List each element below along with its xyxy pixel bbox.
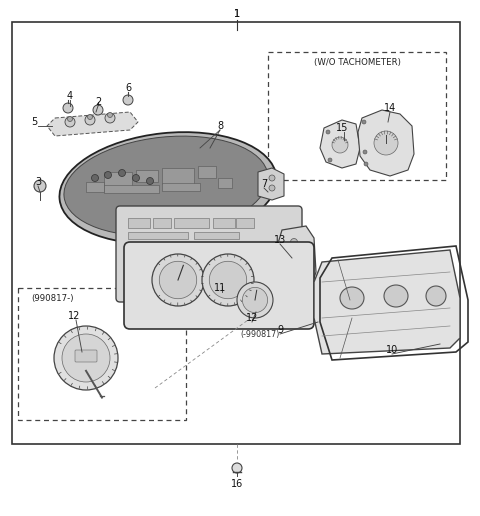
Bar bbox=[198, 166, 216, 178]
Circle shape bbox=[328, 158, 332, 162]
Bar bbox=[141, 245, 145, 259]
Bar bbox=[86, 182, 104, 192]
Text: 16: 16 bbox=[231, 479, 243, 489]
Bar bbox=[148, 245, 152, 259]
Text: 8: 8 bbox=[217, 121, 223, 131]
Polygon shape bbox=[320, 120, 360, 168]
Circle shape bbox=[119, 169, 125, 176]
Bar bbox=[153, 218, 171, 228]
Ellipse shape bbox=[426, 286, 446, 306]
Circle shape bbox=[290, 238, 298, 246]
Circle shape bbox=[34, 180, 46, 192]
Circle shape bbox=[62, 334, 110, 382]
Text: (W/O TACHOMETER): (W/O TACHOMETER) bbox=[313, 57, 400, 67]
Bar bbox=[155, 245, 159, 259]
FancyBboxPatch shape bbox=[116, 206, 302, 302]
Text: 15: 15 bbox=[336, 123, 348, 133]
Ellipse shape bbox=[384, 285, 408, 307]
Bar bbox=[128, 232, 188, 239]
Text: 10: 10 bbox=[386, 345, 398, 355]
Circle shape bbox=[363, 150, 367, 154]
Circle shape bbox=[93, 105, 103, 115]
Text: 12: 12 bbox=[68, 311, 80, 321]
Polygon shape bbox=[258, 168, 284, 200]
Bar bbox=[104, 172, 132, 186]
Circle shape bbox=[326, 130, 330, 134]
Circle shape bbox=[362, 120, 366, 124]
Circle shape bbox=[68, 117, 72, 121]
Circle shape bbox=[152, 254, 204, 306]
Text: (-990817): (-990817) bbox=[240, 330, 280, 338]
Text: 4: 4 bbox=[67, 91, 73, 101]
Bar bbox=[18, 288, 186, 420]
Circle shape bbox=[269, 185, 275, 191]
Bar bbox=[128, 218, 150, 228]
Circle shape bbox=[105, 113, 115, 123]
Bar bbox=[213, 218, 235, 228]
Ellipse shape bbox=[64, 136, 268, 236]
Circle shape bbox=[132, 174, 140, 182]
Bar bbox=[128, 243, 168, 261]
Text: 7: 7 bbox=[261, 179, 267, 189]
Text: 12: 12 bbox=[246, 313, 258, 323]
Circle shape bbox=[108, 112, 112, 118]
Text: 3: 3 bbox=[35, 177, 41, 187]
Text: 1: 1 bbox=[234, 9, 240, 19]
Circle shape bbox=[269, 175, 275, 181]
Bar bbox=[218, 178, 232, 188]
Text: 9: 9 bbox=[277, 325, 283, 335]
Bar bbox=[162, 183, 200, 191]
Text: 11: 11 bbox=[214, 283, 226, 293]
Circle shape bbox=[123, 95, 133, 105]
Polygon shape bbox=[358, 110, 414, 176]
Polygon shape bbox=[314, 250, 460, 354]
Bar bbox=[236, 218, 254, 228]
Ellipse shape bbox=[60, 132, 276, 244]
Polygon shape bbox=[276, 226, 316, 288]
Circle shape bbox=[332, 137, 348, 153]
Circle shape bbox=[290, 250, 298, 257]
Circle shape bbox=[92, 174, 98, 182]
Circle shape bbox=[374, 131, 398, 155]
Text: 1: 1 bbox=[234, 9, 240, 19]
Circle shape bbox=[63, 103, 73, 113]
Text: 5: 5 bbox=[31, 117, 37, 127]
Circle shape bbox=[290, 272, 298, 280]
FancyBboxPatch shape bbox=[75, 350, 97, 362]
Circle shape bbox=[65, 117, 75, 127]
Text: (990817-): (990817-) bbox=[31, 294, 73, 302]
Bar bbox=[162, 168, 194, 184]
Bar bbox=[104, 185, 159, 193]
Bar bbox=[162, 245, 166, 259]
Bar bbox=[174, 218, 209, 228]
Circle shape bbox=[54, 326, 118, 390]
Ellipse shape bbox=[340, 287, 364, 309]
Bar bbox=[134, 245, 138, 259]
Bar bbox=[12, 22, 460, 444]
Circle shape bbox=[242, 287, 268, 313]
Circle shape bbox=[364, 162, 368, 166]
Bar bbox=[136, 170, 158, 182]
Bar bbox=[268, 52, 446, 180]
Circle shape bbox=[85, 115, 95, 125]
Polygon shape bbox=[47, 112, 138, 136]
Circle shape bbox=[105, 171, 111, 179]
Circle shape bbox=[290, 262, 298, 268]
Circle shape bbox=[232, 463, 242, 473]
Circle shape bbox=[202, 254, 254, 306]
Circle shape bbox=[146, 178, 154, 185]
Text: 2: 2 bbox=[95, 97, 101, 107]
Bar bbox=[194, 232, 239, 239]
Text: 14: 14 bbox=[384, 103, 396, 113]
Circle shape bbox=[159, 261, 197, 299]
Circle shape bbox=[87, 115, 93, 120]
Circle shape bbox=[237, 282, 273, 318]
Circle shape bbox=[209, 261, 247, 299]
Text: 6: 6 bbox=[125, 83, 131, 93]
Text: 13: 13 bbox=[274, 235, 286, 245]
FancyBboxPatch shape bbox=[124, 242, 314, 329]
